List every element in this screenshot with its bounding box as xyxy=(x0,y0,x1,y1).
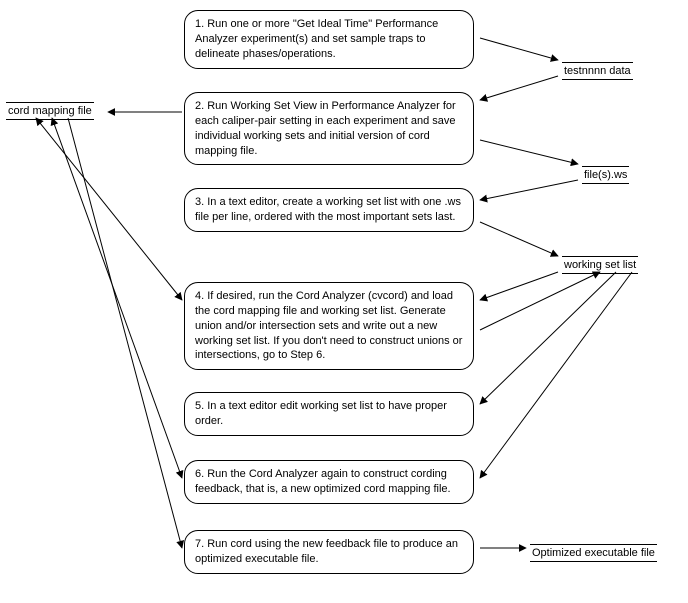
edge-working-set-list-to-step-4 xyxy=(480,272,558,300)
step-1: 1. Run one or more "Get Ideal Time" Perf… xyxy=(184,10,474,69)
edge-step-2-to-files-ws xyxy=(480,140,578,164)
edge-step-1-to-testnnnn-data xyxy=(480,38,558,60)
edge-cord-mapping-to-step-7 xyxy=(68,118,182,548)
edge-files-ws-to-step-3 xyxy=(480,180,578,200)
edge-working-set-list-to-step-5 xyxy=(480,272,616,404)
edge-step-4-to-working-set-list xyxy=(480,272,600,330)
step-3: 3. In a text editor, create a working se… xyxy=(184,188,474,232)
artifact-optimized-exe: Optimized executable file xyxy=(530,544,657,562)
edge-working-set-list-to-step-6 xyxy=(480,272,632,478)
step-7: 7. Run cord using the new feedback file … xyxy=(184,530,474,574)
artifact-working-set-list: working set list xyxy=(562,256,638,274)
edge-cord-mapping-to-step-6 xyxy=(52,118,182,478)
edge-testnnnn-data-to-step-2 xyxy=(480,76,558,100)
artifact-files-ws: file(s).ws xyxy=(582,166,629,184)
edge-cord-mapping-to-step-4 xyxy=(36,118,182,300)
edge-step-3-to-working-set-list xyxy=(480,222,558,256)
artifact-testnnnn-data: testnnnn data xyxy=(562,62,633,80)
step-2: 2. Run Working Set View in Performance A… xyxy=(184,92,474,165)
step-6: 6. Run the Cord Analyzer again to constr… xyxy=(184,460,474,504)
step-5: 5. In a text editor edit working set lis… xyxy=(184,392,474,436)
artifact-cord-mapping: cord mapping file xyxy=(6,102,94,120)
diagram-canvas: 1. Run one or more "Get Ideal Time" Perf… xyxy=(0,0,688,603)
step-4: 4. If desired, run the Cord Analyzer (cv… xyxy=(184,282,474,370)
